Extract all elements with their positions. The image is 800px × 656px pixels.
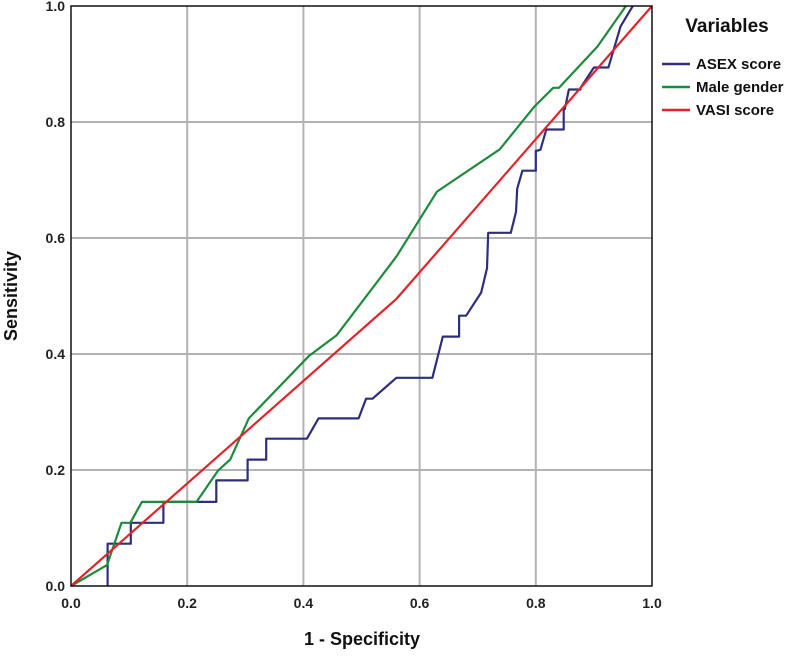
y-tick-labels: 0.0 0.2 0.4 0.6 0.8 1.0 xyxy=(46,0,66,594)
x-tick-label: 0.6 xyxy=(410,595,430,611)
legend-title: Variables xyxy=(685,16,768,37)
y-tick-label: 0.8 xyxy=(46,114,66,130)
y-tick-label: 1.0 xyxy=(46,0,66,14)
legend-items: ASEX score Male gender VASI score xyxy=(662,56,784,119)
legend-label-asex-score: ASEX score xyxy=(696,56,781,73)
y-axis-title: Sensitivity xyxy=(1,251,21,341)
x-tick-labels: 0.0 0.2 0.4 0.6 0.8 1.0 xyxy=(61,595,662,611)
y-tick-label: 0.2 xyxy=(46,462,66,478)
series-lines xyxy=(70,5,653,587)
series-line-vasi-score xyxy=(70,5,653,587)
y-tick-label: 0.4 xyxy=(46,346,66,362)
x-tick-label: 0.0 xyxy=(61,595,81,611)
series-line-male-gender xyxy=(70,5,627,587)
y-tick-label: 0.6 xyxy=(46,230,66,246)
legend-label-vasi-score: VASI score xyxy=(696,102,774,119)
y-tick-label: 0.0 xyxy=(46,578,66,594)
legend: Variables ASEX score Male gender VASI scor… xyxy=(662,16,784,119)
x-tick-label: 0.4 xyxy=(294,595,314,611)
legend-label-male-gender: Male gender xyxy=(696,79,784,96)
x-tick-label: 0.8 xyxy=(526,595,546,611)
x-axis-title: 1 - Specificity xyxy=(304,629,420,649)
plot-frame xyxy=(70,5,653,587)
grid-lines xyxy=(71,6,652,586)
x-tick-label: 0.2 xyxy=(177,595,197,611)
x-tick-label: 1.0 xyxy=(642,595,662,611)
series-line-asex-score xyxy=(106,5,634,586)
